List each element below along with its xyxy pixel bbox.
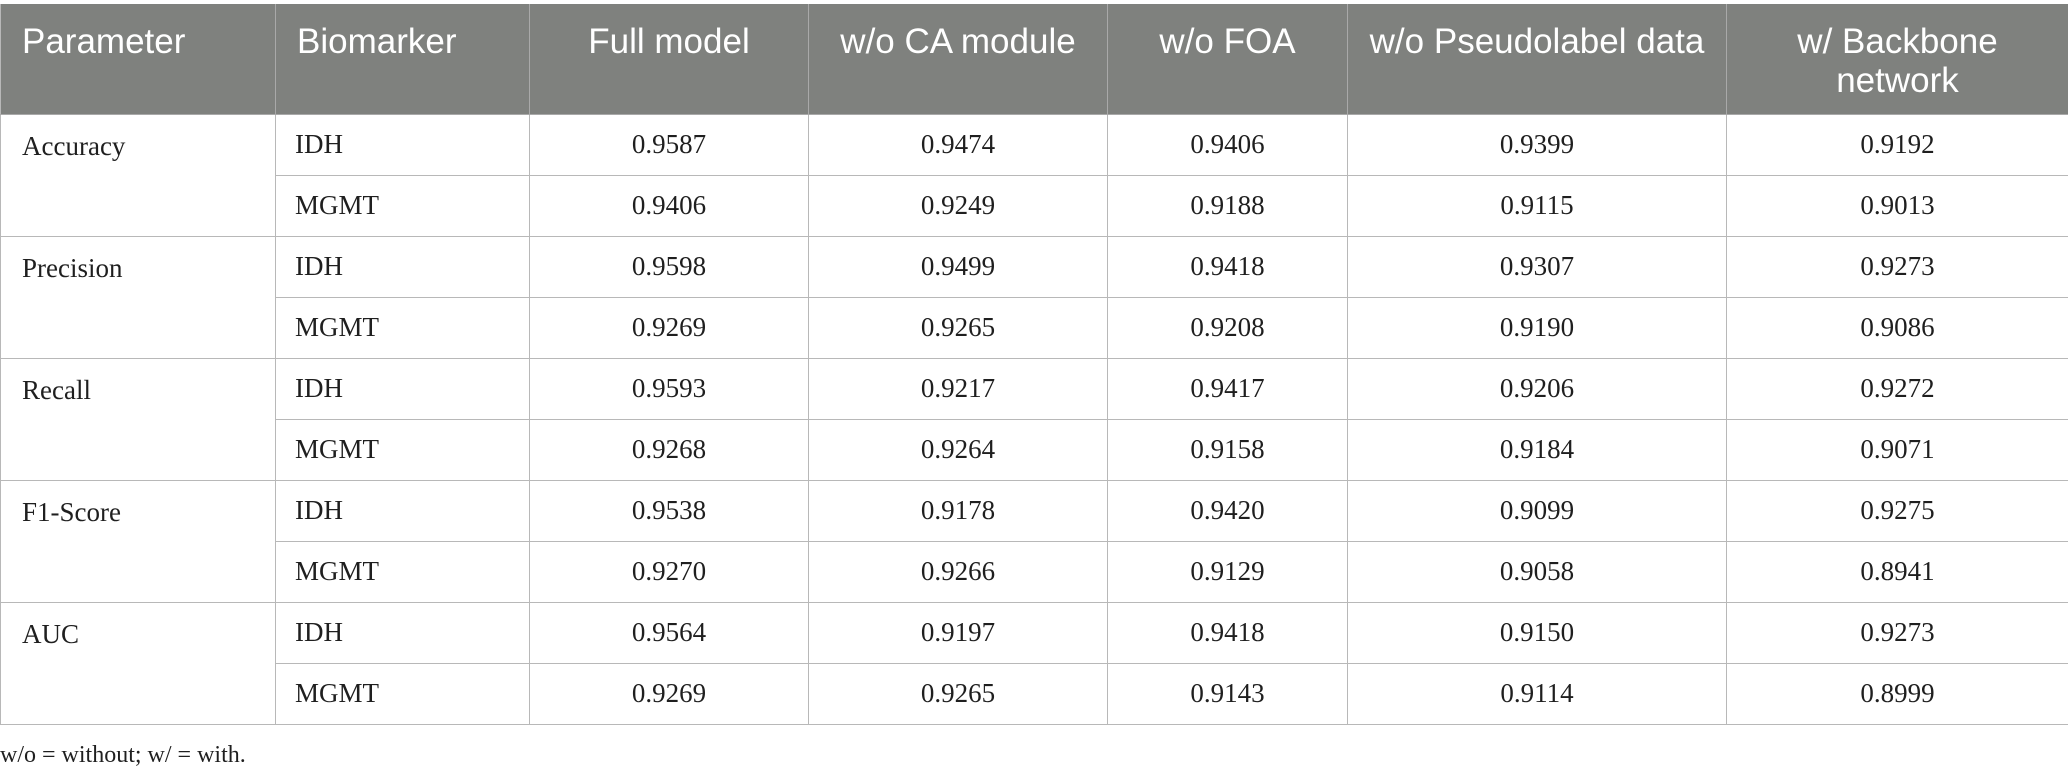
value-cell: 0.9275 <box>1726 479 2068 542</box>
column-header-wo-ca-module: w/o CA module <box>808 4 1108 115</box>
value-cell: 0.9197 <box>808 601 1108 664</box>
value-cell: 0.9273 <box>1726 601 2068 664</box>
value-cell: 0.9217 <box>808 357 1108 420</box>
value-cell: 0.9266 <box>808 540 1108 603</box>
value-cell: 0.9099 <box>1347 479 1727 542</box>
biomarker-cell: MGMT <box>275 418 530 481</box>
value-cell: 0.9143 <box>1107 662 1348 725</box>
column-header-w-backbone-network: w/ Backbone network <box>1726 4 2068 115</box>
value-cell: 0.9114 <box>1347 662 1727 725</box>
table-row: F1-Score IDH 0.9538 0.9178 0.9420 0.9099 0.927… <box>0 479 2068 603</box>
table-row: MGMT 0.9269 0.9265 0.9208 0.9190 0.9086 <box>1 296 2068 359</box>
value-cell: 0.9249 <box>808 174 1108 237</box>
value-cell: 0.9418 <box>1107 235 1348 298</box>
biomarker-cell: MGMT <box>275 174 530 237</box>
value-cell: 0.8941 <box>1726 540 2068 603</box>
value-cell: 0.9264 <box>808 418 1108 481</box>
value-cell: 0.9071 <box>1726 418 2068 481</box>
value-cell: 0.9406 <box>529 174 809 237</box>
table-row: Accuracy IDH 0.9587 0.9474 0.9406 0.9399 0.919… <box>0 113 2068 237</box>
table-row: MGMT 0.9268 0.9264 0.9158 0.9184 0.9071 <box>1 418 2068 481</box>
value-cell: 0.9158 <box>1107 418 1348 481</box>
value-cell: 0.9418 <box>1107 601 1348 664</box>
value-cell: 0.9598 <box>529 235 809 298</box>
biomarker-cell: MGMT <box>275 540 530 603</box>
column-header-full-model: Full model <box>529 4 809 115</box>
value-cell: 0.8999 <box>1726 662 2068 725</box>
value-cell: 0.9406 <box>1107 113 1348 176</box>
biomarker-cell: IDH <box>275 479 530 542</box>
biomarker-cell: IDH <box>275 601 530 664</box>
value-cell: 0.9272 <box>1726 357 2068 420</box>
biomarker-cell: MGMT <box>275 662 530 725</box>
value-cell: 0.9208 <box>1107 296 1348 359</box>
value-cell: 0.9129 <box>1107 540 1348 603</box>
parameter-cell: Recall <box>0 357 276 481</box>
column-header-wo-pseudolabel-data: w/o Pseudolabel data <box>1347 4 1727 115</box>
value-cell: 0.9013 <box>1726 174 2068 237</box>
value-cell: 0.9474 <box>808 113 1108 176</box>
parameter-cell: F1-Score <box>0 479 276 603</box>
value-cell: 0.9270 <box>529 540 809 603</box>
column-header-parameter: Parameter <box>0 4 276 115</box>
table-header-row: Parameter Biomarker Full model w/o CA mo… <box>0 4 2068 115</box>
value-cell: 0.9593 <box>529 357 809 420</box>
value-cell: 0.9399 <box>1347 113 1727 176</box>
biomarker-cell: IDH <box>275 235 530 298</box>
value-cell: 0.9190 <box>1347 296 1727 359</box>
table-row: Precision IDH 0.9598 0.9499 0.9418 0.9307 0.92… <box>0 235 2068 359</box>
parameter-cell: Accuracy <box>0 113 276 237</box>
value-cell: 0.9417 <box>1107 357 1348 420</box>
value-cell: 0.9273 <box>1726 235 2068 298</box>
value-cell: 0.9192 <box>1726 113 2068 176</box>
value-cell: 0.9587 <box>529 113 809 176</box>
results-table: Parameter Biomarker Full model w/o CA mo… <box>0 4 2068 725</box>
parameter-cell: Precision <box>0 235 276 359</box>
value-cell: 0.9499 <box>808 235 1108 298</box>
biomarker-cell: IDH <box>275 357 530 420</box>
value-cell: 0.9269 <box>529 662 809 725</box>
table-row: MGMT 0.9406 0.9249 0.9188 0.9115 0.9013 <box>1 174 2068 237</box>
value-cell: 0.9178 <box>808 479 1108 542</box>
biomarker-cell: IDH <box>275 113 530 176</box>
table-row: MGMT 0.9270 0.9266 0.9129 0.9058 0.8941 <box>1 540 2068 603</box>
value-cell: 0.9564 <box>529 601 809 664</box>
parameter-cell: AUC <box>0 601 276 725</box>
value-cell: 0.9058 <box>1347 540 1727 603</box>
value-cell: 0.9184 <box>1347 418 1727 481</box>
table-body: Accuracy IDH 0.9587 0.9474 0.9406 0.9399 0.919… <box>0 113 2068 725</box>
column-header-biomarker: Biomarker <box>275 4 530 115</box>
value-cell: 0.9115 <box>1347 174 1727 237</box>
value-cell: 0.9150 <box>1347 601 1727 664</box>
table-footnote: w/o = without; w/ = with. <box>0 742 246 768</box>
biomarker-cell: MGMT <box>275 296 530 359</box>
value-cell: 0.9420 <box>1107 479 1348 542</box>
value-cell: 0.9307 <box>1347 235 1727 298</box>
value-cell: 0.9206 <box>1347 357 1727 420</box>
value-cell: 0.9265 <box>808 296 1108 359</box>
table-row: AUC IDH 0.9564 0.9197 0.9418 0.9150 0.9273 <box>0 601 2068 725</box>
value-cell: 0.9265 <box>808 662 1108 725</box>
value-cell: 0.9269 <box>529 296 809 359</box>
column-header-wo-foa: w/o FOA <box>1107 4 1348 115</box>
table-row: MGMT 0.9269 0.9265 0.9143 0.9114 0.8999 <box>1 662 2068 725</box>
value-cell: 0.9188 <box>1107 174 1348 237</box>
value-cell: 0.9268 <box>529 418 809 481</box>
value-cell: 0.9538 <box>529 479 809 542</box>
value-cell: 0.9086 <box>1726 296 2068 359</box>
table-row: Recall IDH 0.9593 0.9217 0.9417 0.9206 0.9272 <box>0 357 2068 481</box>
